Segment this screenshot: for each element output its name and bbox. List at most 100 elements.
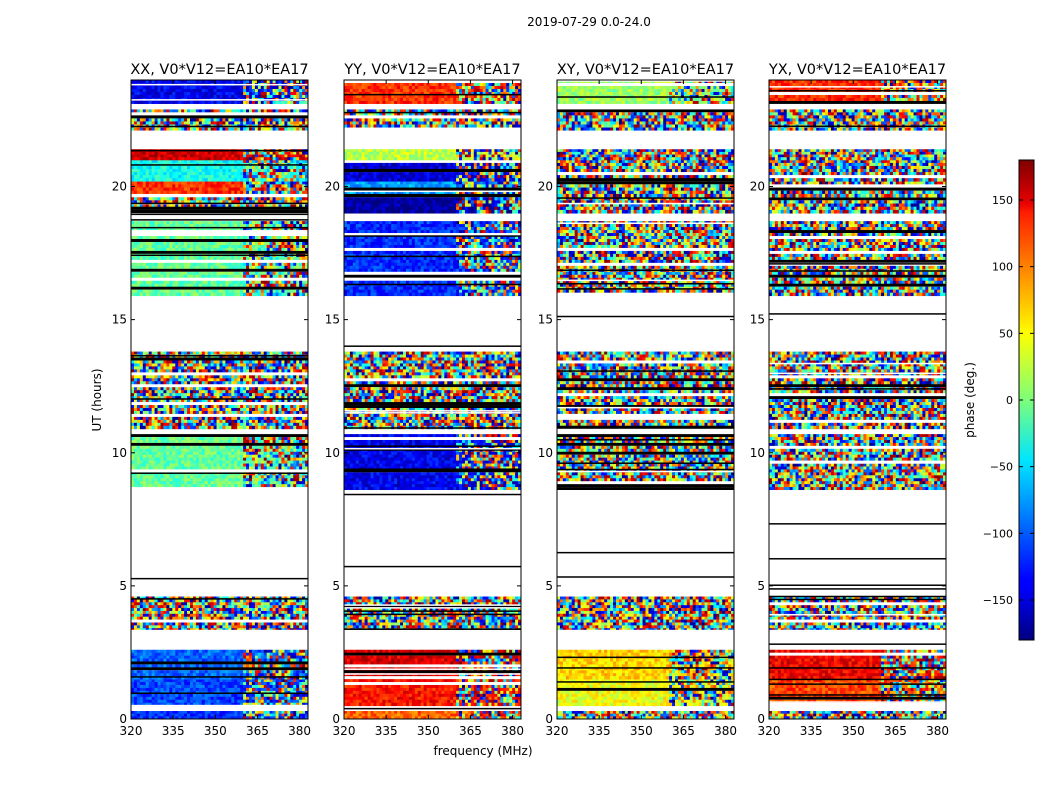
phase-cell xyxy=(172,236,176,240)
phase-cell xyxy=(246,463,250,467)
phase-cell xyxy=(201,655,206,659)
phase-cell xyxy=(145,419,150,424)
phase-cell xyxy=(166,466,170,470)
phase-cell xyxy=(198,283,203,288)
phase-cell xyxy=(249,448,253,453)
phase-cell xyxy=(263,605,268,609)
phase-cell xyxy=(246,247,250,252)
phase-cell xyxy=(231,682,235,686)
phase-cell xyxy=(142,445,147,450)
phase-cell xyxy=(201,481,206,485)
phase-cell xyxy=(251,244,256,249)
phase-cell xyxy=(231,399,235,403)
phase-cell xyxy=(148,713,153,717)
phase-cell xyxy=(178,244,182,249)
phase-cell xyxy=(234,247,238,252)
phase-cell xyxy=(290,457,294,461)
phase-cell xyxy=(254,274,259,279)
phase-cell xyxy=(251,673,256,677)
phase-cell xyxy=(263,602,268,606)
phase-cell xyxy=(160,224,164,228)
flagged-row xyxy=(131,402,308,406)
phase-cell xyxy=(254,283,259,288)
phase-cell xyxy=(145,366,150,370)
phase-cell xyxy=(210,265,214,270)
phase-cell xyxy=(139,419,144,424)
phase-cell xyxy=(287,481,291,485)
phase-cell xyxy=(228,687,232,692)
phase-cell xyxy=(142,265,147,270)
phase-cell xyxy=(225,283,229,288)
phase-cell xyxy=(157,363,161,367)
phase-cell xyxy=(254,610,259,615)
phase-cell xyxy=(225,422,229,427)
phase-cell xyxy=(190,363,194,367)
phase-cell xyxy=(195,410,200,415)
phase-band xyxy=(131,596,308,632)
phase-cell xyxy=(204,360,209,364)
phase-cell xyxy=(272,702,276,707)
phase-cell xyxy=(160,711,164,715)
phase-cell xyxy=(133,658,138,662)
phase-cell xyxy=(207,224,212,228)
phase-cell xyxy=(263,390,268,394)
phase-cell xyxy=(184,387,188,391)
phase-cell xyxy=(213,221,217,225)
phase-cell xyxy=(160,265,164,270)
phase-cell xyxy=(222,244,226,249)
phase-cell xyxy=(198,408,203,412)
phase-cell xyxy=(251,448,256,453)
phase-cell xyxy=(281,448,285,453)
phase-cell xyxy=(266,437,271,441)
phase-cell xyxy=(133,289,138,294)
phase-cell xyxy=(260,605,265,609)
phase-cell xyxy=(284,399,288,403)
phase-cell xyxy=(145,687,150,692)
phase-cell xyxy=(139,649,144,654)
phase-cell xyxy=(222,416,226,421)
phase-cell xyxy=(187,363,191,367)
phase-cell xyxy=(231,670,235,674)
phase-cell xyxy=(178,649,182,654)
phase-cell xyxy=(178,396,182,400)
phase-cell xyxy=(157,221,161,225)
phase-cell xyxy=(210,670,214,674)
phase-cell xyxy=(290,478,294,482)
phase-cell xyxy=(293,247,297,252)
phase-cell xyxy=(284,613,288,618)
phase-cell xyxy=(278,610,282,615)
phase-cell xyxy=(260,410,265,415)
phase-cell xyxy=(281,613,285,618)
phase-cell xyxy=(228,608,232,612)
phase-cell xyxy=(142,679,147,683)
phase-cell xyxy=(290,366,294,370)
phase-cell xyxy=(299,440,303,444)
phase-cell xyxy=(169,390,173,394)
phase-cell xyxy=(192,478,197,482)
phase-cell xyxy=(204,605,209,609)
phase-cell xyxy=(266,375,271,379)
phase-cell xyxy=(195,622,200,626)
phase-cell xyxy=(231,684,235,689)
phase-cell xyxy=(210,716,214,719)
phase-cell xyxy=(201,463,206,467)
phase-cell xyxy=(169,351,173,355)
phase-cell xyxy=(151,448,155,453)
phase-cell xyxy=(237,616,241,620)
phase-cell xyxy=(290,696,294,701)
phase-cell xyxy=(225,351,229,355)
phase-cell xyxy=(281,440,285,444)
phase-cell xyxy=(204,381,209,385)
phase-cell xyxy=(249,437,253,441)
phase-cell xyxy=(290,608,294,612)
phase-cell xyxy=(157,625,161,629)
phase-cell xyxy=(296,283,300,288)
phase-cell xyxy=(299,408,303,412)
phase-cell xyxy=(222,696,226,701)
phase-cell xyxy=(228,274,232,279)
phase-cell xyxy=(266,608,271,612)
phase-cell xyxy=(234,478,238,482)
phase-cell xyxy=(198,390,203,394)
phase-cell xyxy=(210,673,214,677)
phase-cell xyxy=(175,396,179,400)
